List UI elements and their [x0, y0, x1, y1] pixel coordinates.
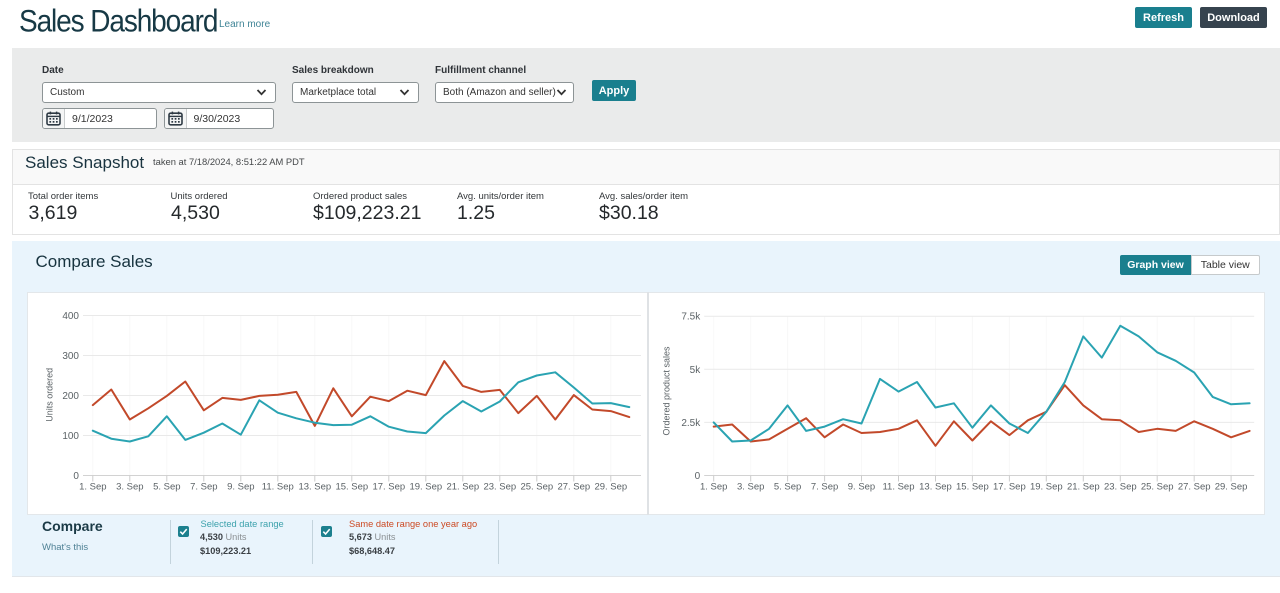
svg-text:300: 300	[62, 351, 79, 362]
svg-text:11. Sep: 11. Sep	[262, 481, 294, 492]
svg-text:19. Sep: 19. Sep	[1030, 481, 1063, 492]
svg-text:200: 200	[62, 391, 79, 402]
svg-text:5. Sep: 5. Sep	[774, 481, 801, 492]
svg-text:19. Sep: 19. Sep	[409, 481, 442, 492]
svg-text:25. Sep: 25. Sep	[1141, 481, 1174, 492]
svg-text:17. Sep: 17. Sep	[993, 481, 1026, 492]
svg-text:9. Sep: 9. Sep	[227, 481, 254, 492]
svg-text:3. Sep: 3. Sep	[116, 481, 143, 492]
svg-text:400: 400	[62, 311, 79, 322]
svg-text:17. Sep: 17. Sep	[372, 481, 405, 492]
svg-text:7.5k: 7.5k	[681, 312, 700, 323]
svg-text:29. Sep: 29. Sep	[594, 481, 627, 492]
svg-text:11. Sep: 11. Sep	[882, 481, 914, 492]
svg-text:2.5k: 2.5k	[681, 418, 700, 429]
svg-text:13. Sep: 13. Sep	[919, 481, 952, 492]
svg-text:15. Sep: 15. Sep	[335, 481, 368, 492]
svg-text:Ordered product sales: Ordered product sales	[661, 346, 671, 435]
svg-text:25. Sep: 25. Sep	[520, 481, 553, 492]
svg-text:0: 0	[73, 471, 79, 482]
svg-text:Units ordered: Units ordered	[44, 368, 54, 422]
svg-text:27. Sep: 27. Sep	[557, 481, 590, 492]
svg-text:7. Sep: 7. Sep	[811, 481, 838, 492]
svg-text:21. Sep: 21. Sep	[1067, 481, 1100, 492]
svg-text:9. Sep: 9. Sep	[848, 481, 875, 492]
svg-text:15. Sep: 15. Sep	[956, 481, 989, 492]
svg-text:0: 0	[694, 471, 700, 482]
svg-text:23. Sep: 23. Sep	[1104, 481, 1137, 492]
svg-text:1. Sep: 1. Sep	[79, 481, 106, 492]
svg-text:27. Sep: 27. Sep	[1178, 481, 1211, 492]
svg-text:7. Sep: 7. Sep	[190, 481, 217, 492]
svg-text:3. Sep: 3. Sep	[737, 481, 764, 492]
svg-text:100: 100	[62, 431, 79, 442]
svg-text:5. Sep: 5. Sep	[153, 481, 180, 492]
svg-text:23. Sep: 23. Sep	[483, 481, 516, 492]
svg-text:29. Sep: 29. Sep	[1215, 481, 1248, 492]
svg-text:21. Sep: 21. Sep	[446, 481, 479, 492]
svg-text:1. Sep: 1. Sep	[700, 481, 727, 492]
svg-text:5k: 5k	[689, 365, 700, 376]
svg-text:13. Sep: 13. Sep	[298, 481, 331, 492]
